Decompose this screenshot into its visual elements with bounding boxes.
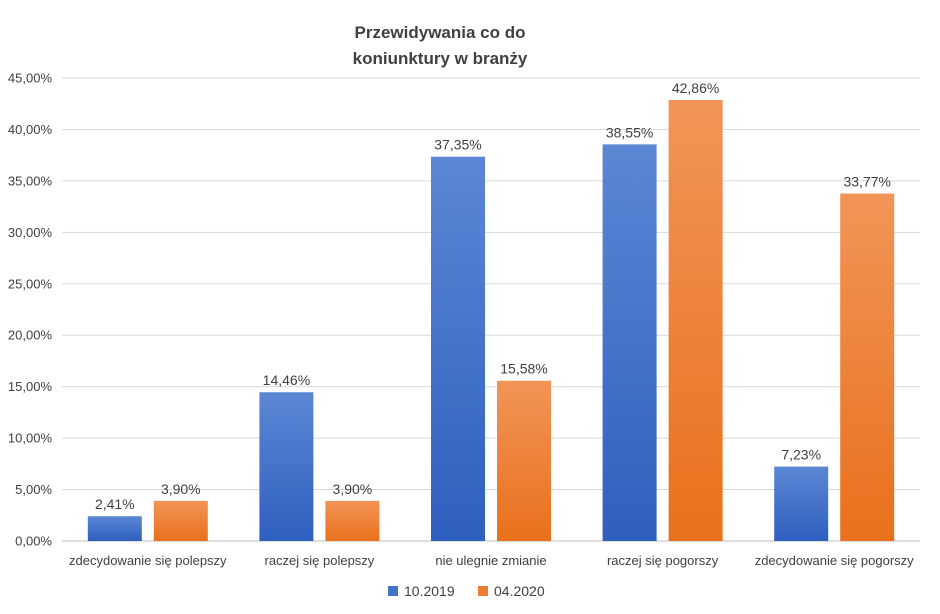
data-label: 33,77% — [843, 174, 890, 190]
y-tick-label: 45,00% — [8, 71, 53, 86]
data-label: 7,23% — [781, 447, 821, 463]
bars — [87, 100, 895, 541]
y-tick-label: 35,00% — [8, 173, 53, 188]
y-tick-label: 40,00% — [8, 122, 53, 137]
chart-title-line-2: koniunktury w branży — [353, 49, 528, 68]
x-category-label: nie ulegnie zmianie — [435, 553, 546, 568]
data-label: 3,90% — [333, 481, 373, 497]
x-category-label: zdecydowanie się polepszy — [69, 553, 227, 568]
y-tick-label: 15,00% — [8, 379, 53, 394]
data-label: 3,90% — [161, 481, 201, 497]
data-label: 37,35% — [434, 137, 481, 153]
bar-series-2-1 — [153, 500, 208, 541]
data-label: 15,58% — [500, 361, 547, 377]
bar-series-1-4 — [602, 144, 657, 541]
chart-title: Przewidywania co do koniunktury w branży — [353, 23, 528, 68]
y-tick-label: 30,00% — [8, 225, 53, 240]
bar-series-2-3 — [497, 380, 551, 541]
x-category-label: raczej się pogorszy — [607, 553, 719, 568]
legend-swatch — [478, 586, 488, 596]
bar-series-1-3 — [431, 156, 485, 541]
y-tick-label: 10,00% — [8, 431, 53, 446]
legend-label: 10.2019 — [404, 583, 455, 599]
y-tick-label: 25,00% — [8, 276, 53, 291]
chart-title-line-1: Przewidywania co do — [355, 23, 526, 42]
data-label: 42,86% — [672, 80, 719, 96]
data-labels: 2,41% 3,90% 14,46% 3,90% 37,35% 15,58% 38,55% 4… — [95, 80, 891, 512]
bar-series-1-5 — [774, 466, 829, 541]
x-category-label: zdecydowanie się pogorszy — [755, 553, 914, 568]
bar-series-2-4 — [668, 100, 723, 541]
y-axis-ticks: 0,00% 5,00% 10,00% 15,00% 20,00% 25,00% 30,00%… — [8, 71, 53, 549]
bar-series-1-1 — [87, 516, 142, 541]
bar-series-2-5 — [840, 193, 895, 541]
bar-series-1-2 — [259, 392, 314, 541]
bar-series-2-2 — [325, 500, 380, 541]
gridlines — [62, 77, 920, 542]
legend: 10.2019 04.2020 — [388, 583, 545, 599]
legend-swatch — [388, 586, 398, 596]
data-label: 14,46% — [263, 372, 310, 388]
y-tick-label: 5,00% — [15, 482, 52, 497]
y-tick-label: 0,00% — [15, 534, 52, 549]
data-label: 2,41% — [95, 496, 135, 512]
legend-label: 04.2020 — [494, 583, 545, 599]
data-label: 38,55% — [606, 124, 653, 140]
y-tick-label: 20,00% — [8, 328, 53, 343]
x-category-label: raczej się polepszy — [264, 553, 374, 568]
x-axis-categories: zdecydowanie się polepszy raczej się pole… — [69, 553, 914, 568]
